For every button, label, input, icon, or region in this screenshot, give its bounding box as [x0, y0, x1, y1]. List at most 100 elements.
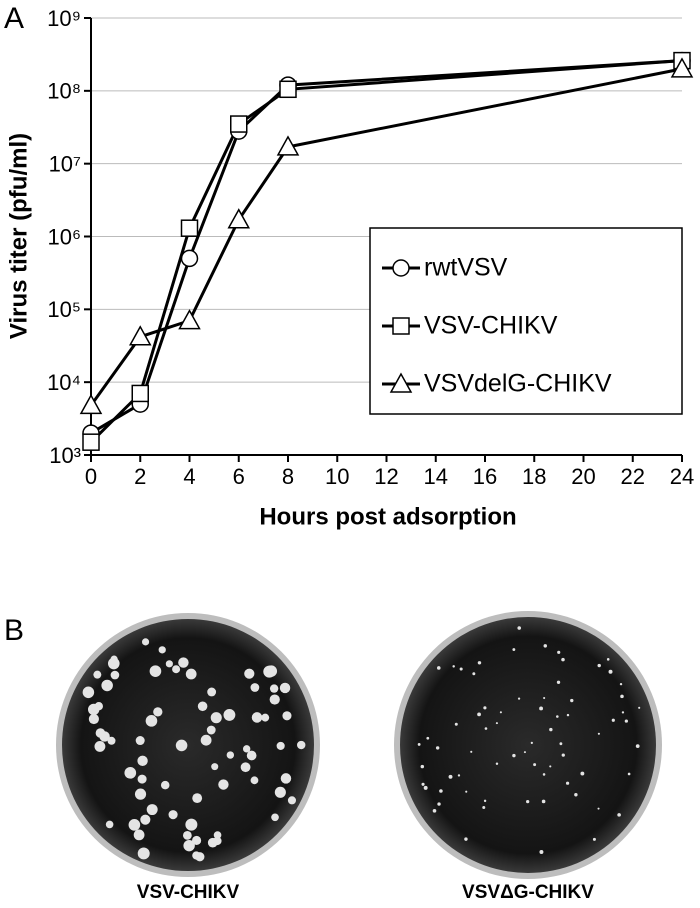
- plaque: [512, 648, 516, 651]
- plaque: [145, 715, 158, 727]
- plate: [62, 619, 314, 871]
- y-tick-label: 10⁴: [47, 370, 81, 395]
- y-tick-label: 10⁶: [47, 224, 81, 249]
- plaque: [160, 780, 170, 790]
- plaque: [287, 796, 297, 805]
- marker: [276, 135, 300, 156]
- plaque: [426, 736, 430, 740]
- plaque: [459, 667, 463, 671]
- marker: [279, 80, 297, 99]
- marker: [392, 259, 410, 277]
- plaque: [523, 751, 526, 754]
- plaque: [437, 802, 441, 806]
- plaque: [512, 753, 516, 758]
- plate-label: VSVΔG-CHIKV: [462, 882, 594, 903]
- plaque: [206, 725, 216, 735]
- plaque: [269, 684, 279, 693]
- plaque: [499, 711, 502, 714]
- legend-label: VSVdelG-CHIKV: [424, 370, 612, 398]
- plate-label: VSV-CHIKV: [137, 882, 240, 903]
- plaque: [223, 709, 236, 721]
- y-tick-label: 10⁹: [47, 6, 81, 31]
- plaque: [107, 736, 116, 745]
- plaque: [274, 786, 286, 798]
- plaque: [638, 706, 641, 709]
- plaque: [226, 751, 235, 759]
- plaque: [597, 807, 600, 810]
- plaque: [526, 800, 530, 804]
- marker: [670, 57, 694, 78]
- plaque: [549, 765, 552, 768]
- plaque: [465, 790, 468, 793]
- panel-label: A: [4, 2, 24, 35]
- plaque: [635, 744, 640, 748]
- plaque: [141, 638, 150, 646]
- x-tick-label: 4: [183, 464, 195, 489]
- plaque: [200, 734, 212, 746]
- plaque: [621, 711, 625, 714]
- plaque: [94, 702, 103, 711]
- plaque: [627, 772, 631, 776]
- plaque: [617, 813, 621, 817]
- x-tick-label: 0: [85, 464, 97, 489]
- plaque: [483, 706, 487, 710]
- marker: [392, 317, 410, 335]
- plaque: [608, 669, 613, 674]
- plaque: [182, 831, 192, 840]
- plaque: [549, 727, 553, 732]
- plaque: [218, 779, 229, 790]
- plaque: [244, 668, 255, 679]
- plaque: [495, 722, 498, 725]
- plaque: [464, 837, 468, 841]
- x-tick-label: 16: [473, 464, 497, 489]
- x-axis-title: Hours post adsorption: [259, 503, 516, 530]
- plaque: [197, 701, 208, 712]
- plaque: [107, 657, 120, 670]
- marker: [79, 393, 103, 415]
- plaque: [556, 715, 559, 718]
- plaque: [435, 746, 440, 750]
- plaque: [192, 835, 202, 846]
- plaque: [297, 740, 306, 750]
- plaque: [477, 661, 482, 665]
- plaque: [597, 663, 601, 668]
- plaque: [192, 851, 201, 860]
- series-line: [89, 67, 683, 407]
- plaque: [168, 810, 178, 820]
- x-tick-label: 10: [325, 464, 349, 489]
- plaque: [483, 799, 487, 803]
- marker: [128, 325, 152, 346]
- plaque: [606, 658, 610, 661]
- plaque: [472, 672, 476, 676]
- legend-box: [369, 227, 683, 415]
- plaque: [570, 698, 574, 703]
- plaque: [82, 686, 95, 699]
- plaque: [95, 728, 106, 738]
- plaque: [153, 707, 163, 717]
- plaque: [175, 739, 188, 752]
- x-tick-label: 18: [522, 464, 546, 489]
- y-tick-label: 10⁵: [47, 297, 81, 322]
- plaque: [211, 763, 219, 771]
- plaque: [250, 776, 259, 785]
- plaque: [495, 762, 499, 765]
- plaque: [105, 820, 114, 829]
- plaque: [280, 773, 292, 784]
- plaque: [213, 836, 222, 846]
- plaque: [207, 687, 217, 697]
- plaque: [539, 850, 544, 854]
- plaque: [530, 741, 533, 745]
- plaque: [124, 766, 137, 779]
- plaque: [619, 682, 623, 686]
- plaque: [543, 696, 546, 700]
- plaque: [421, 782, 425, 786]
- y-tick-label: 10⁷: [49, 151, 81, 176]
- legend-label: rwtVSV: [424, 254, 508, 282]
- plaque: [423, 785, 428, 790]
- plaque: [517, 626, 522, 630]
- plaque: [172, 665, 181, 674]
- plaque: [566, 713, 570, 717]
- plaque: [134, 788, 147, 800]
- marker: [227, 208, 251, 229]
